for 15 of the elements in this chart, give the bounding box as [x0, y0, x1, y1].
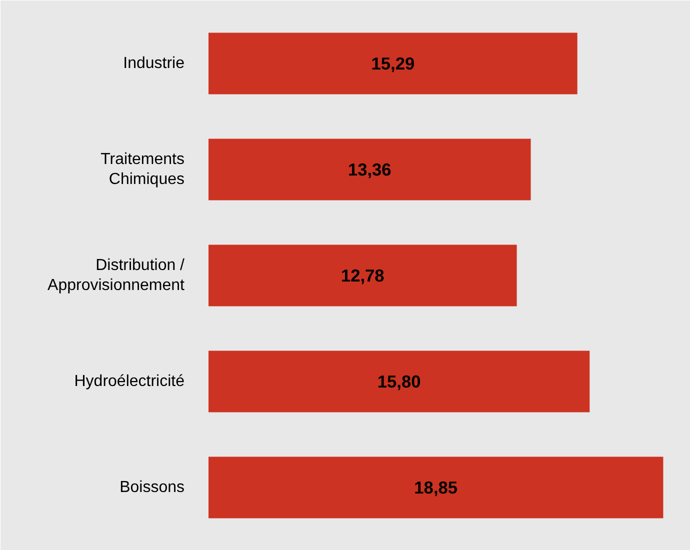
bar [208, 244, 517, 306]
data-label: 15,80 [377, 372, 421, 392]
data-label: 18,85 [414, 478, 458, 498]
data-label: 13,36 [348, 160, 392, 180]
y-tick-label: Industrie [123, 55, 185, 72]
y-tick-label: Distribution / Approvisionnement [48, 256, 186, 294]
bar [208, 456, 664, 518]
bar [208, 138, 531, 200]
data-label: 15,29 [371, 54, 415, 74]
y-tick-label: Boissons [120, 479, 184, 496]
y-tick-label: Hydroélectricité [74, 373, 185, 390]
y-tick-label: Traitements Chimiques [100, 150, 185, 188]
bar [208, 32, 578, 94]
data-label: 12,78 [340, 266, 385, 286]
bar [208, 350, 590, 412]
